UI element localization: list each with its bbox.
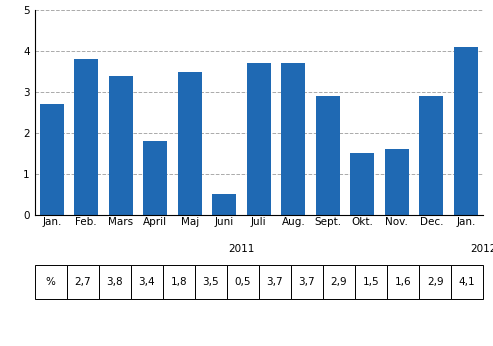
Text: 1,6: 1,6 <box>395 277 411 287</box>
Text: 3,7: 3,7 <box>299 277 315 287</box>
Text: 3,5: 3,5 <box>203 277 219 287</box>
Bar <box>454 47 478 215</box>
Text: 3,4: 3,4 <box>139 277 155 287</box>
Bar <box>247 63 271 215</box>
Bar <box>212 194 237 215</box>
Bar <box>385 149 409 215</box>
Bar <box>178 72 202 215</box>
Text: 2,9: 2,9 <box>427 277 443 287</box>
Text: 2012: 2012 <box>470 244 493 254</box>
Text: 3,7: 3,7 <box>267 277 283 287</box>
Text: 4,1: 4,1 <box>459 277 475 287</box>
Bar <box>351 153 375 215</box>
Bar <box>316 96 340 215</box>
Text: 2,7: 2,7 <box>74 277 91 287</box>
Bar <box>108 76 133 215</box>
Bar <box>282 63 306 215</box>
Text: %: % <box>45 277 56 287</box>
Bar <box>143 141 168 215</box>
Text: 2011: 2011 <box>228 244 255 254</box>
Bar <box>74 60 99 215</box>
Bar <box>40 104 64 215</box>
Bar <box>419 96 444 215</box>
Text: 3,8: 3,8 <box>106 277 123 287</box>
Text: 0,5: 0,5 <box>235 277 251 287</box>
Text: 1,5: 1,5 <box>363 277 379 287</box>
Text: 1,8: 1,8 <box>171 277 187 287</box>
Text: 2,9: 2,9 <box>331 277 347 287</box>
